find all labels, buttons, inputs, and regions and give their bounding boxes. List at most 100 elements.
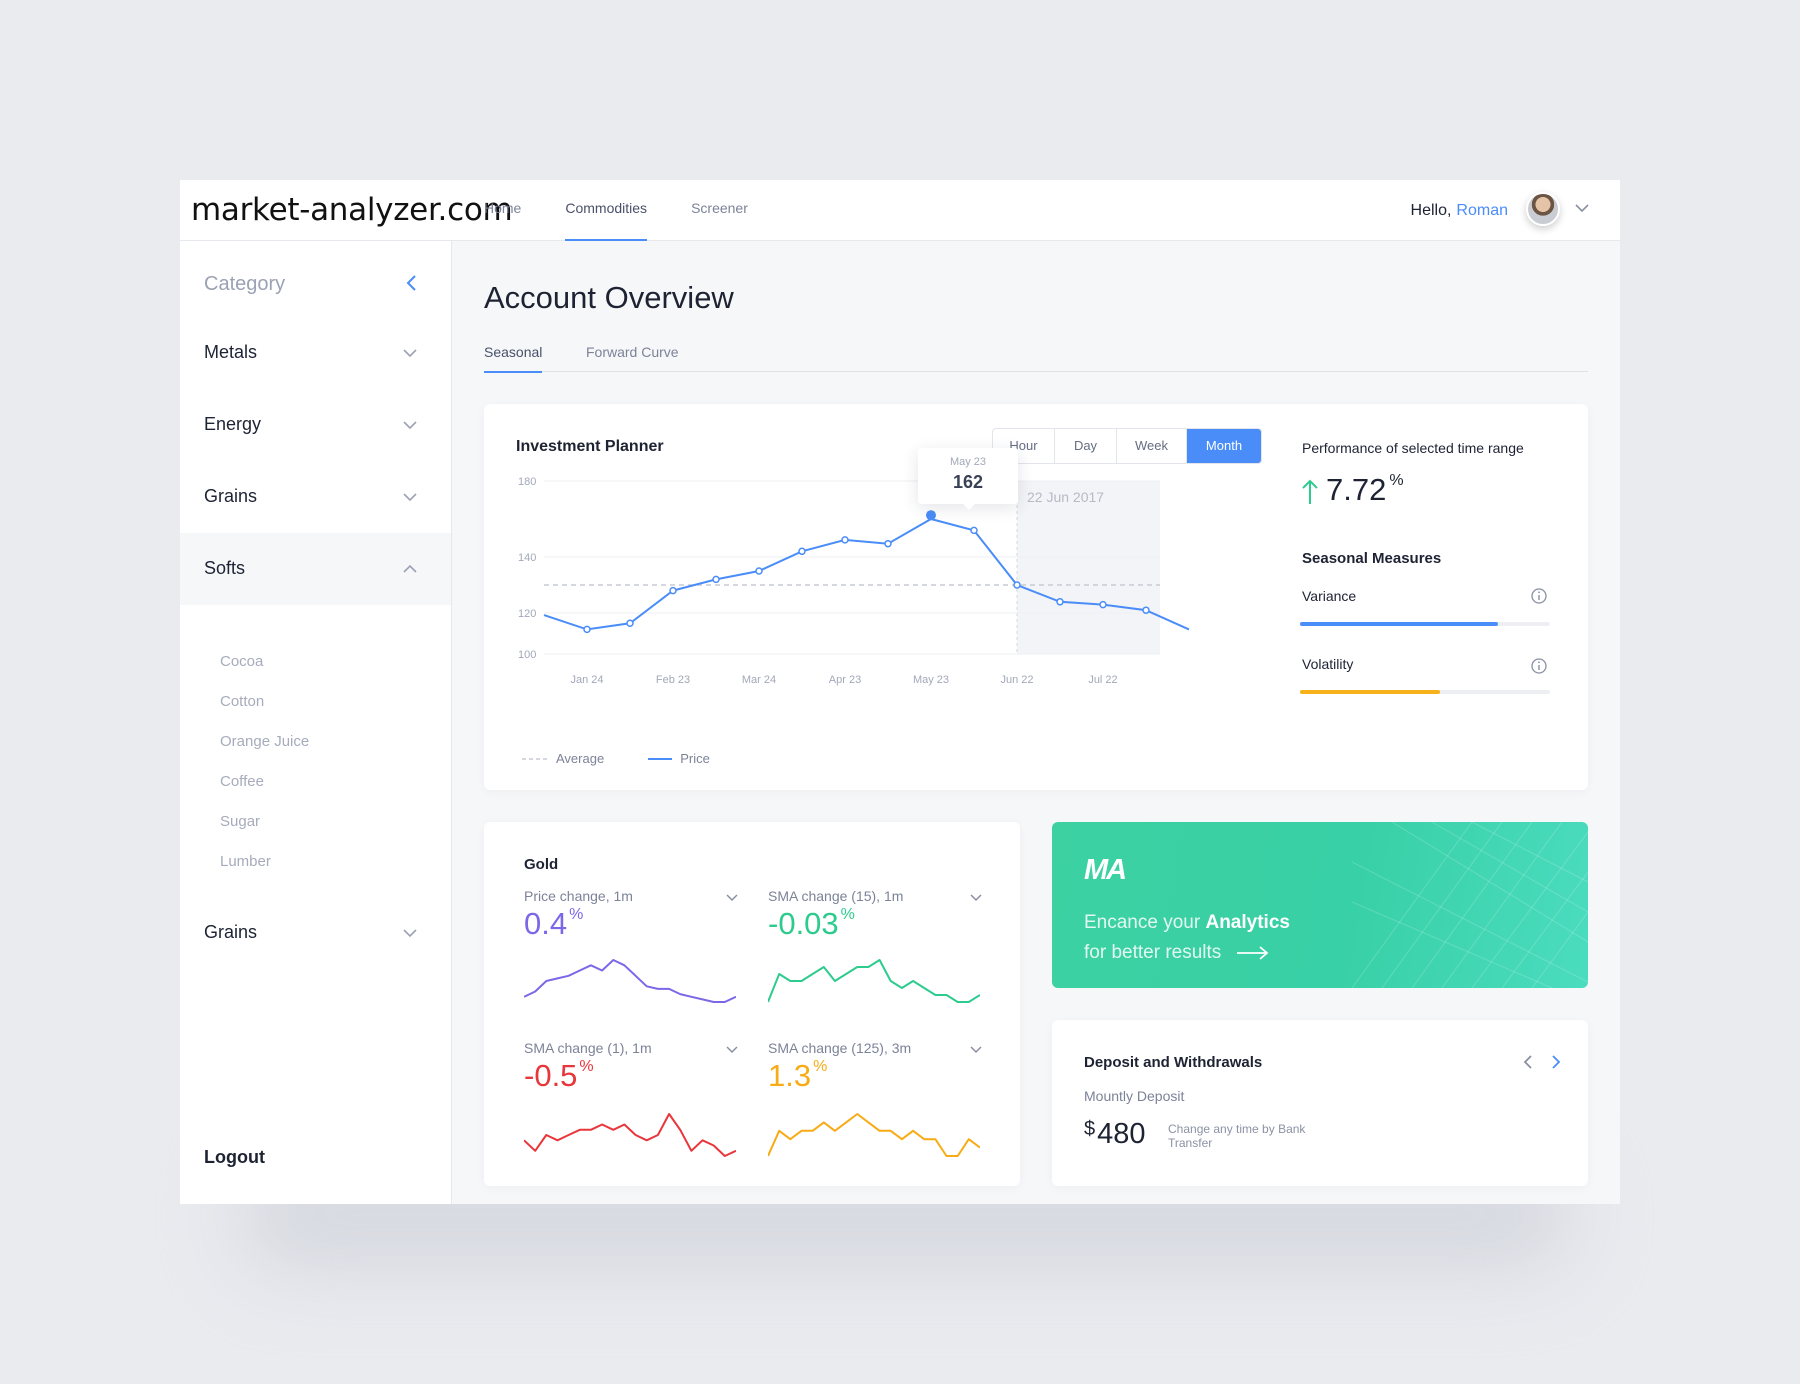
metric-value-number: 0.4	[524, 906, 568, 941]
sidebar-item-softs[interactable]: Softs	[180, 533, 451, 605]
price-point	[1056, 598, 1064, 606]
x-tick-label: Jan 24	[570, 674, 603, 686]
sparkline-sma-125	[768, 1113, 980, 1157]
price-point	[583, 625, 591, 634]
info-icon[interactable]	[1530, 587, 1548, 605]
promo-pattern	[1352, 822, 1588, 988]
chevron-down-icon[interactable]	[1572, 198, 1592, 218]
analytics-promo-banner[interactable]: MA Encance your Analytics for better res…	[1052, 822, 1588, 988]
user-greeting: Hello, Roman	[1411, 202, 1508, 220]
sparkline-sma-1	[524, 1113, 736, 1157]
marker-date-label: 22 Jun 2017	[1027, 489, 1104, 505]
metric-value-number: -0.5	[524, 1058, 578, 1093]
sidebar-item-label: Grains	[204, 922, 258, 942]
sidebar-item-energy[interactable]: Energy	[180, 389, 451, 461]
arrow-right-icon[interactable]	[1236, 946, 1269, 960]
chevron-up-icon	[403, 564, 417, 573]
sidebar-item-label: Energy	[204, 414, 262, 434]
deposit-card: Deposit and Withdrawals Mountly Deposit …	[1052, 1020, 1588, 1186]
chevron-down-icon[interactable]	[968, 1041, 984, 1057]
arrow-up-icon	[1302, 479, 1318, 504]
sparkline-path	[524, 1113, 736, 1157]
x-tick-label: Jun 22	[1000, 674, 1033, 686]
tab-forward-curve[interactable]: Forward Curve	[586, 344, 679, 360]
metric-value-unit: %	[813, 1058, 828, 1075]
chevron-down-icon[interactable]	[724, 1041, 740, 1057]
sidebar-subitem-coffee[interactable]: Coffee	[220, 773, 264, 790]
brand-logo[interactable]: market-analyzer.com	[191, 192, 513, 228]
chevron-down-icon[interactable]	[968, 889, 984, 905]
sparkline-sma-15	[768, 959, 980, 1003]
sidebar-title: Category	[204, 273, 286, 295]
sidebar-subitem-sugar[interactable]: Sugar	[220, 813, 261, 830]
sidebar-subitem-lumber[interactable]: Lumber	[220, 853, 271, 870]
card-title: Investment Planner	[516, 438, 664, 455]
nav-screener[interactable]: Screener	[691, 200, 748, 216]
top-bar: market-analyzer.com Home Commodities Scr…	[180, 180, 1620, 241]
x-tick-label: Jul 22	[1088, 674, 1117, 686]
promo-line-2: for better results	[1084, 942, 1269, 964]
metric-value: 1.3%	[768, 1058, 827, 1094]
performance-label: Performance of selected time range	[1302, 440, 1524, 456]
chevron-down-icon	[403, 929, 417, 938]
deposit-amount: $480	[1084, 1118, 1146, 1151]
sidebar-subitem-cocoa[interactable]: Cocoa	[220, 653, 264, 670]
sidebar-subitem-cotton[interactable]: Cotton	[220, 693, 265, 710]
volatility-bar-fill	[1300, 690, 1440, 694]
investment-planner-card: Investment Planner 22 Jun 2017 180 140 120 1…	[484, 404, 1588, 790]
sidebar-item-label: Grains	[204, 486, 258, 506]
range-week-button[interactable]: Week	[1117, 429, 1187, 463]
tab-seasonal[interactable]: Seasonal	[484, 344, 543, 373]
category-sidebar: Category Metals Energy Grains Softs Coco…	[180, 241, 452, 1204]
avatar[interactable]	[1526, 192, 1560, 226]
chart-legend: Average Price	[522, 751, 710, 766]
user-name[interactable]: Roman	[1456, 202, 1508, 219]
performance-value: 7.72%	[1326, 472, 1404, 508]
chevron-left-icon[interactable]	[400, 271, 424, 295]
legend-price-swatch	[648, 757, 673, 760]
card-title: Deposit and Withdrawals	[1084, 1054, 1263, 1071]
chevron-down-icon[interactable]	[724, 889, 740, 905]
info-icon[interactable]	[1530, 657, 1548, 675]
chevron-down-icon	[403, 421, 417, 430]
logout-button[interactable]: Logout	[204, 1147, 265, 1167]
x-tick-label: Mar 24	[742, 674, 776, 686]
y-tick-label: 180	[518, 476, 536, 488]
price-point	[1142, 606, 1150, 614]
metric-value-unit: %	[569, 906, 584, 923]
chevron-right-icon[interactable]	[1546, 1052, 1566, 1072]
chevron-left-icon[interactable]	[1518, 1052, 1538, 1072]
currency-symbol: $	[1084, 1118, 1096, 1140]
metric-value-unit: %	[579, 1058, 594, 1075]
nav-home[interactable]: Home	[484, 200, 522, 216]
variance-label: Variance	[1302, 588, 1357, 604]
promo-line-1-text: Encance your	[1084, 912, 1206, 933]
chevron-down-icon	[403, 349, 417, 358]
deposit-subtitle: Mountly Deposit	[1084, 1088, 1185, 1104]
sidebar-item-metals[interactable]: Metals	[180, 317, 451, 389]
metric-value: -0.03%	[768, 906, 855, 942]
nav-commodities[interactable]: Commodities	[565, 180, 647, 241]
tooltip-date: May 23	[949, 456, 987, 468]
x-tick-label: May 23	[913, 674, 949, 686]
price-chart: 22 Jun 2017 180 140 120 100 Jan 24 Feb 23 Mar 2…	[518, 476, 1190, 686]
price-point	[884, 539, 892, 548]
price-point	[798, 547, 806, 556]
price-point	[1013, 581, 1021, 589]
metric-label: SMA change (1), 1m	[524, 1040, 652, 1056]
sidebar-item-grains-2[interactable]: Grains	[180, 897, 451, 969]
sparkline-path	[768, 959, 980, 1003]
chart-tooltip: May 23 162	[918, 448, 1018, 510]
variance-bar	[1300, 622, 1550, 626]
x-tick-label: Feb 23	[656, 674, 690, 686]
range-month-button[interactable]: Month	[1187, 429, 1261, 463]
range-day-button[interactable]: Day	[1055, 429, 1117, 463]
time-range-selector: Hour Day Week Month	[992, 428, 1262, 464]
sidebar-item-grains[interactable]: Grains	[180, 461, 451, 533]
metric-label: SMA change (15), 1m	[768, 888, 904, 904]
app-window: market-analyzer.com Home Commodities Scr…	[180, 180, 1620, 1204]
y-tick-label: 100	[518, 649, 536, 661]
metric-label: Price change, 1m	[524, 888, 633, 904]
metric-value-number: -0.03	[768, 906, 839, 941]
sidebar-subitem-orange-juice[interactable]: Orange Juice	[220, 733, 310, 750]
